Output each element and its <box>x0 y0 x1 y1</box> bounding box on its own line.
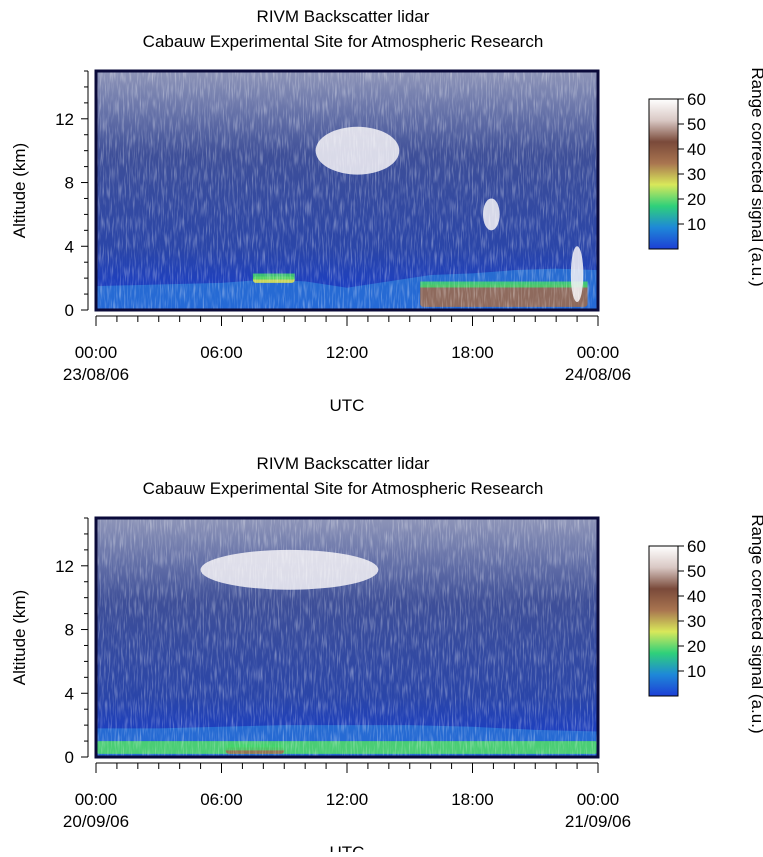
y-tick-label: 8 <box>65 621 74 640</box>
colorbar-label: Range corrected signal (a.u.) <box>748 514 763 733</box>
chart-subtitle: Cabauw Experimental Site for Atmospheric… <box>143 479 544 498</box>
chart-panel: RIVM Backscatter lidar Cabauw Experimenta… <box>10 7 763 415</box>
y-axis-label: Altitude (km) <box>10 143 29 238</box>
colorbar-tick-label: 40 <box>687 140 706 159</box>
colorbar-tick-label: 50 <box>687 562 706 581</box>
colorbar-tick-label: 30 <box>687 612 706 631</box>
plot-frame <box>94 69 600 312</box>
y-tick-label: 12 <box>55 557 74 576</box>
x-tick-label: 18:00 <box>451 343 494 362</box>
colorbar-tick-label: 60 <box>687 90 706 109</box>
colorbar-label: Range corrected signal (a.u.) <box>748 67 763 286</box>
colorbar-tick-label: 60 <box>687 537 706 556</box>
y-tick-label: 8 <box>65 174 74 193</box>
colorbar-tick-label: 20 <box>687 637 706 656</box>
x-tick-label: 12:00 <box>326 343 369 362</box>
y-tick-label: 0 <box>65 301 74 320</box>
x-tick-label: 06:00 <box>200 790 243 809</box>
plot-frame <box>94 516 600 759</box>
colorbar-tick-label: 50 <box>687 115 706 134</box>
x-tick-label: 00:00 <box>577 790 620 809</box>
colorbar-tick-label: 30 <box>687 165 706 184</box>
x-tick-date-label: 24/08/06 <box>565 365 631 384</box>
x-tick-label: 00:00 <box>577 343 620 362</box>
x-tick-label: 00:00 <box>75 343 118 362</box>
colorbar-tick-label: 20 <box>687 190 706 209</box>
colorbar-tick-label: 10 <box>687 662 706 681</box>
chart-subtitle: Cabauw Experimental Site for Atmospheric… <box>143 32 544 51</box>
x-tick-date-label: 21/09/06 <box>565 812 631 831</box>
y-axis-label: Altitude (km) <box>10 590 29 685</box>
noise-texture <box>96 518 598 757</box>
x-tick-label: 06:00 <box>200 343 243 362</box>
y-tick-label: 4 <box>65 684 74 703</box>
colorbar-tick-label: 40 <box>687 587 706 606</box>
x-tick-date-label: 20/09/06 <box>63 812 129 831</box>
colorbar-tick-label: 10 <box>687 215 706 234</box>
x-axis-label: UTC <box>330 843 365 852</box>
x-tick-date-label: 23/08/06 <box>63 365 129 384</box>
y-tick-label: 4 <box>65 237 74 256</box>
x-tick-label: 18:00 <box>451 790 494 809</box>
colorbar <box>648 545 679 697</box>
x-tick-label: 12:00 <box>326 790 369 809</box>
noise-texture <box>96 71 598 310</box>
x-axis-label: UTC <box>330 396 365 415</box>
y-tick-label: 12 <box>55 110 74 129</box>
y-tick-label: 0 <box>65 748 74 767</box>
x-tick-label: 00:00 <box>75 790 118 809</box>
colorbar <box>648 98 679 250</box>
chart-panel: RIVM Backscatter lidar Cabauw Experimenta… <box>10 454 763 857</box>
chart-title: RIVM Backscatter lidar <box>257 454 430 473</box>
chart-title: RIVM Backscatter lidar <box>257 7 430 26</box>
